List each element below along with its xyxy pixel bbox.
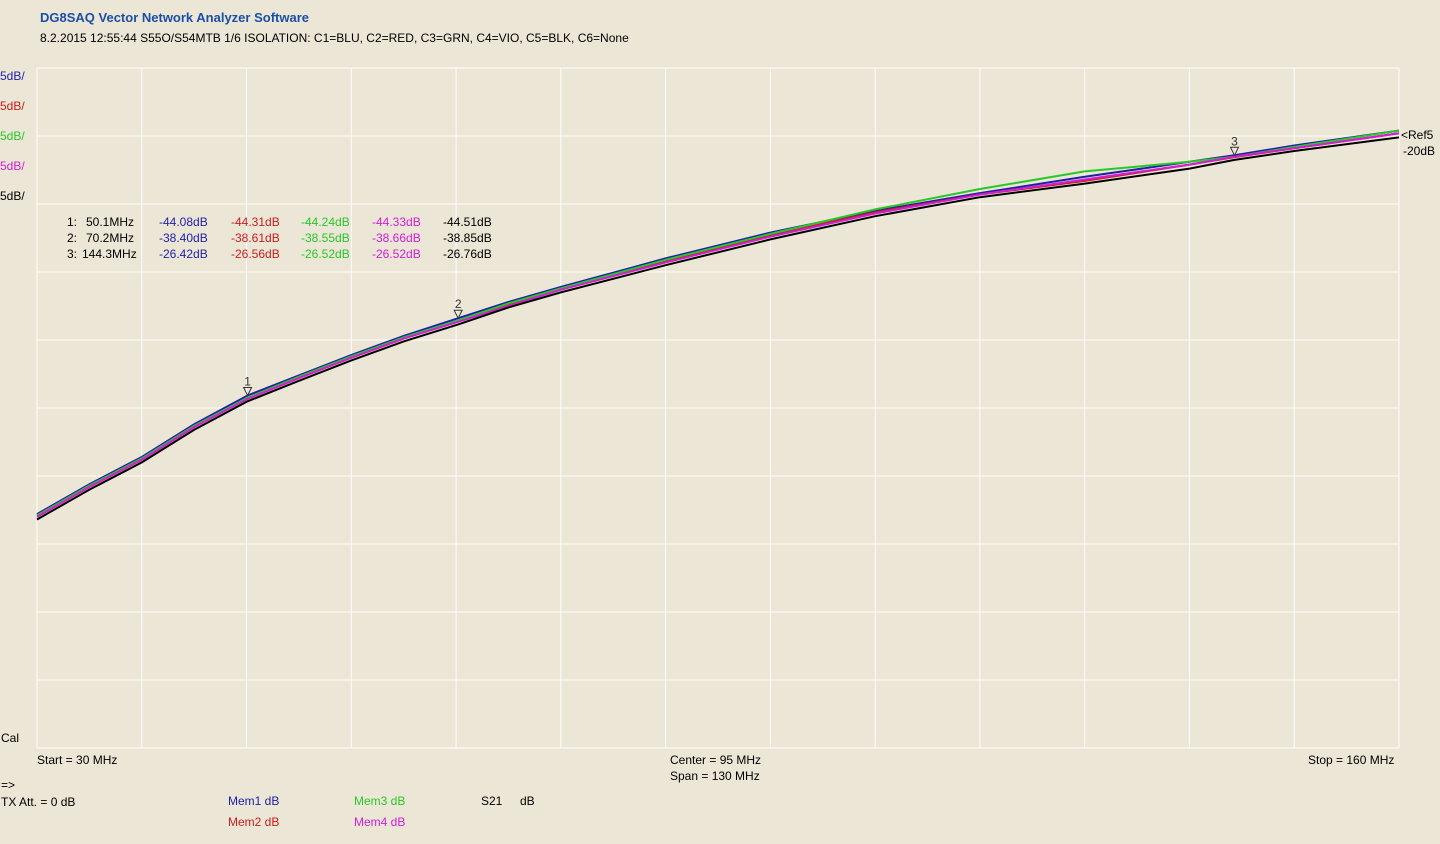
grid xyxy=(36,67,1400,749)
s21-label[interactable]: S21 xyxy=(481,794,503,808)
marker-value-c5: -44.51dB xyxy=(443,215,492,229)
command-prompt[interactable]: => xyxy=(1,778,16,792)
marker-value-c2: -26.56dB xyxy=(231,247,280,261)
marker-label: 3: xyxy=(67,247,78,261)
traces xyxy=(36,129,1400,521)
marker-symbols: 1 2 3 xyxy=(242,134,1240,397)
marker-freq: 50.1MHz xyxy=(86,215,135,229)
marker-value-c4: -38.66dB xyxy=(372,231,421,245)
marker-number: 3 xyxy=(1231,134,1238,148)
trace-c5 xyxy=(36,136,1400,521)
marker-value-c1: -38.40dB xyxy=(159,231,208,245)
scale-label-c1: 5dB/ xyxy=(0,69,25,83)
stop-frequency: Stop = 160 MHz xyxy=(1308,753,1395,767)
marker-symbol-1[interactable]: 1 xyxy=(242,374,253,397)
span-frequency: Span = 130 MHz xyxy=(670,769,760,783)
marker-value-c3: -26.52dB xyxy=(301,247,350,261)
marker-value-c5: -26.76dB xyxy=(443,247,492,261)
mem3-label[interactable]: Mem3 dB xyxy=(354,794,406,808)
trace-c1 xyxy=(36,129,1400,515)
marker-symbol-2[interactable]: 2 xyxy=(453,297,463,320)
app-title: DG8SAQ Vector Network Analyzer Software xyxy=(40,10,309,25)
start-frequency: Start = 30 MHz xyxy=(37,753,118,767)
marker-symbol-3[interactable]: 3 xyxy=(1229,134,1240,157)
measurement-info: 8.2.2015 12:55:44 S55O/S54MTB 1/6 ISOLAT… xyxy=(40,31,629,45)
ref-marker-label: <Ref5 xyxy=(1401,128,1434,142)
marker-freq: 70.2MHz xyxy=(86,231,135,245)
marker-value-c4: -44.33dB xyxy=(372,215,421,229)
mem4-label[interactable]: Mem4 dB xyxy=(354,815,406,829)
center-frequency: Center = 95 MHz xyxy=(670,753,762,767)
marker-value-c5: -38.85dB xyxy=(443,231,492,245)
marker-value-c4: -26.52dB xyxy=(372,247,421,261)
trace-c3 xyxy=(36,129,1400,517)
marker-label: 2: xyxy=(67,231,78,245)
trace-c4 xyxy=(36,132,1400,518)
marker-value-c2: -44.31dB xyxy=(231,215,280,229)
marker-value-c2: -38.61dB xyxy=(231,231,280,245)
s21-unit: dB xyxy=(520,794,535,808)
scale-label-c4: 5dB/ xyxy=(0,159,25,173)
marker-value-c1: -26.42dB xyxy=(159,247,208,261)
marker-number: 2 xyxy=(455,297,462,311)
trace-c2 xyxy=(36,132,1400,518)
marker-value-c3: -38.55dB xyxy=(301,231,350,245)
mem1-label[interactable]: Mem1 dB xyxy=(228,794,280,808)
marker-number: 1 xyxy=(244,374,251,388)
scale-label-c5: 5dB/ xyxy=(0,189,25,203)
scale-label-c2: 5dB/ xyxy=(0,99,25,113)
ref-value: -20dB xyxy=(1403,144,1436,158)
marker-value-c1: -44.08dB xyxy=(159,215,208,229)
mem2-label[interactable]: Mem2 dB xyxy=(228,815,280,829)
marker-label: 1: xyxy=(67,215,78,229)
tx-attenuation: TX Att. = 0 dB xyxy=(1,795,76,809)
cal-label: Cal xyxy=(1,731,20,745)
marker-freq: 144.3MHz xyxy=(82,247,137,261)
scale-label-c3: 5dB/ xyxy=(0,129,25,143)
marker-value-c3: -44.24dB xyxy=(301,215,350,229)
